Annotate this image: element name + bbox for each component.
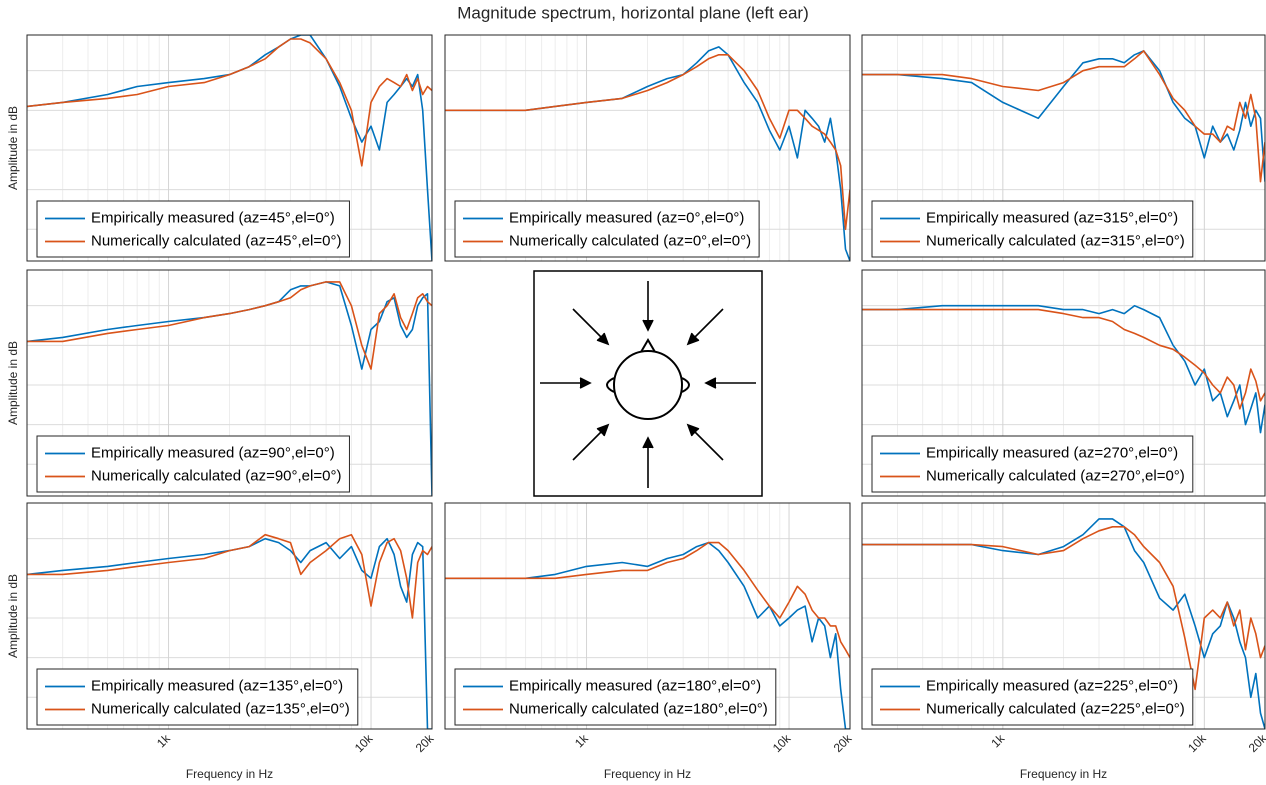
legend: Empirically measured (az=270°,el=0°) Nume…	[872, 436, 1193, 492]
legend-label: Empirically measured (az=90°,el=0°)	[91, 444, 335, 461]
y-axis-label: Amplitude in dB	[6, 106, 20, 190]
x-tick-label: 20k	[831, 731, 855, 755]
x-tick-label: 20k	[1246, 731, 1266, 755]
legend-label: Numerically calculated (az=225°,el=0°)	[926, 700, 1185, 717]
figure: Magnitude spectrum, horizontal plane (le…	[0, 0, 1266, 785]
chart-panel: Amplitude in dB Empirically measured (az=…	[6, 35, 432, 261]
legend: Empirically measured (az=0°,el=0°) Numeri…	[455, 201, 759, 257]
x-tick-label: 1k	[572, 731, 592, 751]
legend-label: Numerically calculated (az=45°,el=0°)	[91, 232, 341, 249]
x-axis-label: Frequency in Hz	[186, 767, 273, 781]
chart-panel: 1k 10k 20k Frequency in Hz Amplitude in dB Em…	[6, 503, 437, 781]
legend-label: Empirically measured (az=270°,el=0°)	[926, 444, 1178, 461]
legend-label: Numerically calculated (az=315°,el=0°)	[926, 232, 1185, 249]
x-axis-label: Frequency in Hz	[1020, 767, 1107, 781]
x-tick-label: 10k	[770, 731, 794, 755]
page: Magnitude spectrum, horizontal plane (le…	[0, 0, 1266, 785]
legend: Empirically measured (az=135°,el=0°) Nume…	[37, 669, 358, 725]
head-diagram	[534, 271, 762, 496]
legend-label: Numerically calculated (az=135°,el=0°)	[91, 700, 350, 717]
legend: Empirically measured (az=90°,el=0°) Numer…	[37, 436, 349, 492]
x-tick-label: 1k	[988, 731, 1008, 751]
chart-panel: Amplitude in dB Empirically measured (az=…	[6, 270, 432, 496]
chart-panel: Empirically measured (az=315°,el=0°) Nume…	[862, 35, 1265, 261]
legend-label: Empirically measured (az=45°,el=0°)	[91, 209, 335, 226]
x-tick-label: 20k	[413, 731, 437, 755]
legend: Empirically measured (az=315°,el=0°) Nume…	[872, 201, 1193, 257]
legend-label: Numerically calculated (az=270°,el=0°)	[926, 467, 1185, 484]
legend-label: Empirically measured (az=135°,el=0°)	[91, 677, 343, 694]
legend-label: Numerically calculated (az=180°,el=0°)	[509, 700, 768, 717]
x-axis-label: Frequency in Hz	[604, 767, 691, 781]
chart-panel: Empirically measured (az=270°,el=0°) Nume…	[862, 270, 1265, 496]
legend-label: Numerically calculated (az=0°,el=0°)	[509, 232, 751, 249]
y-axis-label: Amplitude in dB	[6, 341, 20, 425]
x-tick-label: 10k	[352, 731, 376, 755]
chart-panel: 1k 10k 20k Frequency in Hz Empirically measu…	[862, 503, 1266, 781]
legend: Empirically measured (az=45°,el=0°) Numer…	[37, 201, 349, 257]
legend-label: Empirically measured (az=225°,el=0°)	[926, 677, 1178, 694]
figure-title: Magnitude spectrum, horizontal plane (le…	[457, 3, 809, 22]
y-axis-label: Amplitude in dB	[6, 574, 20, 658]
legend-label: Empirically measured (az=180°,el=0°)	[509, 677, 761, 694]
legend-label: Empirically measured (az=315°,el=0°)	[926, 209, 1178, 226]
x-tick-label: 10k	[1185, 731, 1209, 755]
chart-panel: Empirically measured (az=0°,el=0°) Numeri…	[445, 35, 850, 261]
legend-label: Empirically measured (az=0°,el=0°)	[509, 209, 744, 226]
legend-label: Numerically calculated (az=90°,el=0°)	[91, 467, 341, 484]
chart-panel: 1k 10k 20k Frequency in Hz Empirically measu…	[445, 503, 855, 781]
x-tick-label: 1k	[154, 731, 174, 751]
legend: Empirically measured (az=225°,el=0°) Nume…	[872, 669, 1193, 725]
legend: Empirically measured (az=180°,el=0°) Nume…	[455, 669, 776, 725]
